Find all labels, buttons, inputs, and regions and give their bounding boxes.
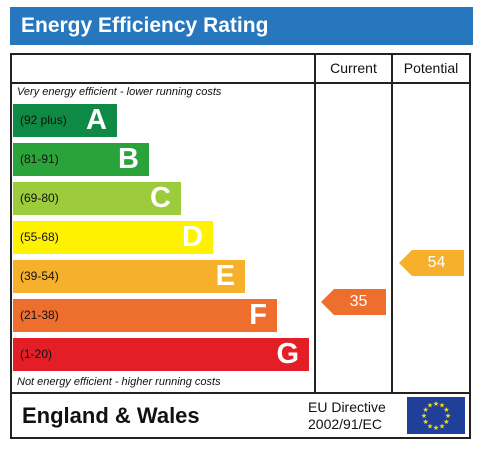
flag-star-icon: ★: [433, 400, 439, 408]
band-g: (1-20) G: [13, 338, 309, 371]
band-range-label: (55-68): [20, 230, 59, 244]
band-range-label: (69-80): [20, 191, 59, 205]
band-f: (21-38) F: [13, 299, 277, 332]
current-column-divider: [314, 55, 316, 392]
eu-directive: EU Directive 2002/91/EC: [308, 399, 386, 433]
band-range-label: (39-54): [20, 269, 59, 283]
flag-star-icon: ★: [427, 422, 433, 430]
footer: England & Wales EU Directive 2002/91/EC …: [10, 392, 471, 439]
flag-star-icon: ★: [422, 418, 428, 426]
flag-star-icon: ★: [445, 412, 451, 420]
band-range-label: (1-20): [20, 347, 53, 361]
efficient-note: Very energy efficient - lower running co…: [17, 86, 222, 98]
flag-star-icon: ★: [443, 406, 449, 414]
band-range-label: (92 plus): [20, 113, 67, 127]
eu-flag-icon: ★ ★ ★ ★ ★ ★ ★ ★ ★ ★ ★ ★: [407, 397, 465, 434]
band-letter: C: [150, 182, 171, 214]
band-letter: D: [182, 221, 203, 253]
directive-line-1: EU Directive: [308, 399, 386, 415]
flag-star-icon: ★: [439, 422, 445, 430]
flag-star-icon: ★: [427, 402, 433, 410]
rating-title: Energy Efficiency Rating: [10, 7, 473, 45]
band-letter: E: [215, 260, 235, 292]
current-rating-arrow: 35: [321, 289, 386, 315]
band-letter: A: [86, 104, 107, 136]
flag-star-icon: ★: [422, 406, 428, 414]
header-divider: [12, 82, 469, 84]
band-e: (39-54) E: [13, 260, 245, 293]
potential-column-header: Potential: [403, 60, 459, 76]
band-letter: G: [276, 338, 299, 370]
rating-chart: Current Potential Very energy efficient …: [10, 53, 471, 394]
flag-star-icon: ★: [433, 424, 439, 432]
band-letter: F: [249, 299, 267, 331]
flag-star-icon: ★: [421, 412, 427, 420]
potential-column-divider: [391, 55, 393, 392]
band-a: (92 plus) A: [13, 104, 117, 137]
band-letter: B: [118, 143, 139, 175]
band-d: (55-68) D: [13, 221, 213, 254]
band-range-label: (81-91): [20, 152, 59, 166]
band-c: (69-80) C: [13, 182, 181, 215]
band-b: (81-91) B: [13, 143, 149, 176]
potential-rating-arrow: 54: [399, 250, 464, 276]
eu-stars-icon: ★ ★★★★★★★★★★★: [421, 400, 451, 432]
current-column-header: Current: [330, 60, 377, 76]
flag-star-icon: ★: [443, 418, 449, 426]
inefficient-note: Not energy efficient - higher running co…: [17, 376, 221, 388]
flag-star-icon: ★: [439, 402, 445, 410]
directive-line-2: 2002/91/EC: [308, 416, 382, 432]
band-range-label: (21-38): [20, 308, 59, 322]
region-label: England & Wales: [22, 403, 200, 428]
